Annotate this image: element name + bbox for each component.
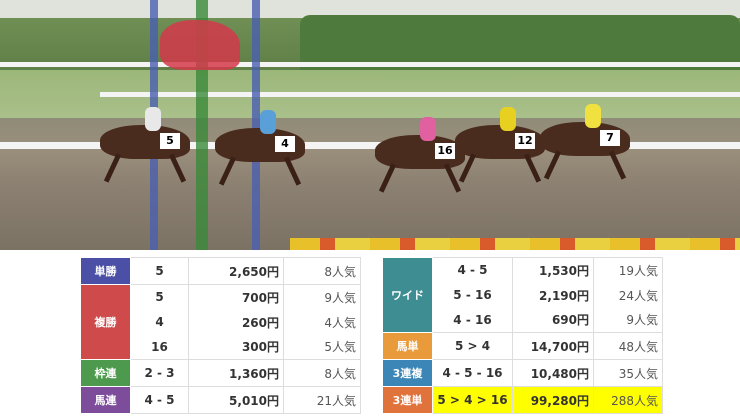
horse-leg: [103, 153, 122, 183]
popularity: 8人気: [283, 359, 361, 387]
popularity: 288人気: [593, 386, 663, 414]
rail: [0, 62, 740, 67]
horse-leg: [543, 150, 562, 180]
popularity: 24人気: [593, 282, 663, 308]
horse-leg: [218, 156, 237, 186]
payout: 1,530円: [512, 257, 594, 283]
bet-type-label: 複勝: [80, 284, 131, 360]
combination: 4: [130, 309, 189, 335]
combination: 2 - 3: [130, 359, 189, 387]
horse-sign: [160, 20, 240, 70]
bet-type-label: 馬連: [80, 386, 131, 414]
combination: 4 - 16: [432, 307, 513, 333]
payout-row: 馬単 5 > 4 14,700円 48人気: [382, 332, 663, 360]
horse-leg: [443, 163, 462, 193]
payout-row: ワイド 4 - 5 1,530円 19人気: [382, 257, 663, 333]
saddle-number: 12: [515, 133, 535, 149]
payout-table-right: ワイド 4 - 5 1,530円 19人気 5 - 16 2,190円 24人気 4 - 16…: [382, 257, 663, 414]
jockey: [420, 117, 436, 141]
combination: 5 - 16: [432, 282, 513, 308]
horse-leg: [378, 163, 397, 193]
payout: 260円: [188, 309, 284, 335]
rail: [100, 92, 740, 97]
payout: 690円: [512, 307, 594, 333]
hedge: [300, 15, 740, 70]
bet-type-label: 3連単: [382, 386, 433, 414]
combination: 4 - 5 - 16: [432, 359, 513, 387]
payout-row: 馬連 4 - 5 5,010円 21人気: [80, 386, 361, 414]
popularity: 19人気: [593, 257, 663, 283]
bet-type-label: 単勝: [80, 257, 131, 285]
horse-leg: [168, 153, 187, 183]
flower-bed: [290, 238, 740, 250]
payout-row: 3連複 4 - 5 - 16 10,480円 35人気: [382, 359, 663, 387]
payout-row: 16 300円 5人気: [81, 334, 361, 360]
payout-row: 4 260円 4人気: [81, 309, 361, 335]
saddle-number: 4: [275, 136, 295, 152]
horse-leg: [283, 156, 302, 186]
popularity: 48人気: [593, 332, 663, 360]
bet-type-label: 3連複: [382, 359, 433, 387]
saddle-number: 5: [160, 133, 180, 149]
rail: [0, 142, 740, 149]
popularity: 9人気: [283, 284, 361, 310]
saddle-number: 7: [600, 130, 620, 146]
combination: 5 > 4: [432, 332, 513, 360]
payout-row: 単勝 5 2,650円 8人気: [80, 257, 361, 285]
horse-leg: [523, 153, 542, 183]
race-photo: 5 4 16 12 7: [0, 0, 740, 250]
popularity: 8人気: [283, 257, 361, 285]
payout: 1,360円: [188, 359, 284, 387]
payout: 700円: [188, 284, 284, 310]
payout: 14,700円: [512, 332, 594, 360]
combination: 4 - 5: [432, 257, 513, 283]
jockey: [585, 104, 601, 128]
payout: 5,010円: [188, 386, 284, 414]
bet-type-label: 馬単: [382, 332, 433, 360]
horse-leg: [608, 150, 627, 180]
bet-type-label: ワイド: [382, 257, 433, 333]
bet-type-label: 枠連: [80, 359, 131, 387]
saddle-number: 16: [435, 143, 455, 159]
payout-row: 枠連 2 - 3 1,360円 8人気: [80, 359, 361, 387]
payout: 300円: [188, 334, 284, 360]
payout-row: 5 - 16 2,190円 24人気: [383, 282, 663, 308]
jockey: [145, 107, 161, 131]
payout: 99,280円: [512, 386, 594, 414]
combination: 4 - 5: [130, 386, 189, 414]
payout: 10,480円: [512, 359, 594, 387]
popularity: 5人気: [283, 334, 361, 360]
popularity: 35人気: [593, 359, 663, 387]
popularity: 21人気: [283, 386, 361, 414]
jockey: [500, 107, 516, 131]
payout: 2,190円: [512, 282, 594, 308]
combination: 5: [130, 257, 189, 285]
popularity: 4人気: [283, 309, 361, 335]
payout-row: 複勝 5 700円 9人気: [80, 284, 361, 360]
payout: 2,650円: [188, 257, 284, 285]
combination: 16: [130, 334, 189, 360]
popularity: 9人気: [593, 307, 663, 333]
payout-row: 3連単 5 > 4 > 16 99,280円 288人気: [382, 386, 663, 414]
jockey: [260, 110, 276, 134]
combination: 5: [130, 284, 189, 310]
payout-table-left: 単勝 5 2,650円 8人気 複勝 5 700円 9人気 4 260円 4人気 16 300円 5人気枠…: [80, 257, 361, 414]
combination: 5 > 4 > 16: [432, 386, 513, 414]
pole: [252, 0, 260, 250]
